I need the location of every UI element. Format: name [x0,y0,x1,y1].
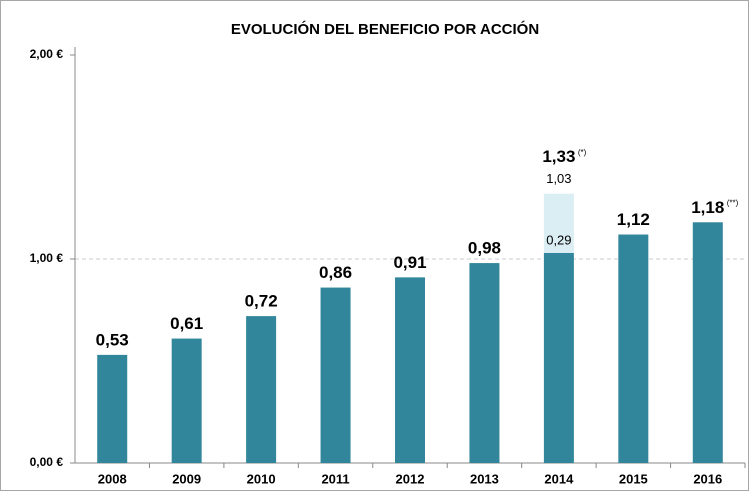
x-tick-label: 2015 [619,471,648,486]
value-label: 0,61 [170,314,203,333]
bar [395,277,425,463]
footnote-mark: (*) [578,148,587,157]
value-label: 0,53 [96,330,129,349]
footnote-mark: (**) [727,198,739,207]
segment-label: 0,29 [546,232,571,247]
chart-title: EVOLUCIÓN DEL BENEFICIO POR ACCIÓN [231,20,539,38]
x-tick-label: 2008 [98,471,127,486]
bar [469,263,500,463]
bar [246,316,277,463]
x-tick-label: 2013 [470,471,499,486]
bar [171,338,202,463]
value-label: 0,98 [468,239,501,258]
y-tick-label: 2,00 € [30,47,64,61]
segment-label: 1,03 [546,171,571,186]
bar [692,222,723,463]
value-label: 1,12 [617,210,650,229]
bar [97,354,128,463]
bar [618,234,649,463]
x-tick-label: 2014 [544,471,574,486]
x-tick-label: 2010 [247,471,276,486]
total-label: 1,33 [542,147,575,166]
bar [320,287,351,463]
x-tick-label: 2016 [693,471,722,486]
bar [543,193,574,253]
x-tick-label: 2012 [396,471,425,486]
y-tick-label: 1,00 € [30,251,64,265]
bar [543,252,574,463]
y-tick-label: 0,00 € [30,455,64,469]
value-label: 0,86 [319,263,352,282]
value-label: 0,91 [393,253,426,272]
x-tick-label: 2009 [172,471,201,486]
x-tick-label: 2011 [321,471,349,486]
value-label: 1,18 [691,198,724,217]
value-label: 0,72 [245,292,278,311]
